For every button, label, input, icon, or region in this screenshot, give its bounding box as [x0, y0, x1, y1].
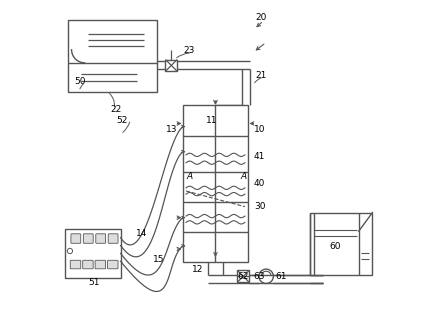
Text: 22: 22 [110, 105, 121, 114]
Bar [310, 213, 373, 275]
Text: 23: 23 [184, 46, 195, 55]
Bar [238, 270, 249, 282]
Text: 12: 12 [192, 265, 203, 274]
Bar [183, 105, 248, 262]
Text: 52: 52 [117, 116, 128, 126]
Text: 60: 60 [329, 242, 341, 251]
Text: 30: 30 [254, 201, 266, 211]
Text: 13: 13 [166, 125, 177, 134]
FancyBboxPatch shape [70, 260, 81, 269]
FancyBboxPatch shape [83, 260, 93, 269]
Text: 10: 10 [254, 125, 266, 134]
FancyBboxPatch shape [71, 234, 81, 243]
Text: 15: 15 [152, 255, 164, 265]
FancyBboxPatch shape [108, 234, 118, 243]
Text: A: A [186, 172, 192, 181]
FancyBboxPatch shape [83, 234, 93, 243]
Text: 21: 21 [256, 71, 267, 80]
Text: 63: 63 [254, 272, 266, 281]
FancyBboxPatch shape [96, 234, 106, 243]
Text: 20: 20 [256, 13, 267, 23]
Text: A: A [240, 172, 246, 181]
Bar [68, 20, 157, 92]
Text: 62: 62 [238, 272, 249, 281]
Text: 41: 41 [254, 152, 266, 162]
Text: 11: 11 [206, 116, 218, 126]
FancyBboxPatch shape [107, 260, 118, 269]
Text: 50: 50 [74, 77, 86, 86]
FancyBboxPatch shape [95, 260, 106, 269]
Text: 14: 14 [136, 229, 147, 238]
Text: 40: 40 [254, 179, 266, 188]
Text: 61: 61 [275, 272, 287, 281]
Text: 51: 51 [89, 278, 100, 287]
Bar [166, 60, 177, 71]
Bar [65, 229, 121, 278]
